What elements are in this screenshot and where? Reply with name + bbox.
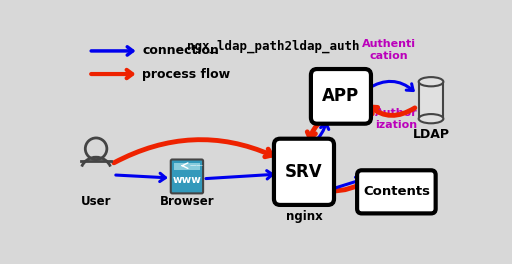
Text: APP: APP [323,87,359,105]
Text: www: www [173,175,201,185]
Text: ——: —— [189,163,203,169]
Text: ngx_ldap_path2ldap_auth: ngx_ldap_path2ldap_auth [187,39,359,53]
Text: SRV: SRV [285,163,323,181]
FancyBboxPatch shape [274,139,334,205]
Text: connection: connection [142,44,219,58]
Circle shape [86,138,107,159]
Bar [174,163,200,169]
FancyBboxPatch shape [357,170,436,213]
FancyBboxPatch shape [171,159,203,193]
FancyBboxPatch shape [311,69,371,124]
Text: Authenti
cation: Authenti cation [361,39,416,61]
Text: nginx: nginx [286,210,323,223]
Text: Author
ization: Author ization [375,108,418,130]
Text: Contents: Contents [363,185,430,198]
Text: Browser: Browser [160,195,214,208]
Text: process flow: process flow [142,68,230,81]
Ellipse shape [419,114,443,123]
Ellipse shape [419,77,443,86]
Text: User: User [81,195,111,208]
Bar [419,82,443,119]
Text: LDAP: LDAP [413,128,450,141]
